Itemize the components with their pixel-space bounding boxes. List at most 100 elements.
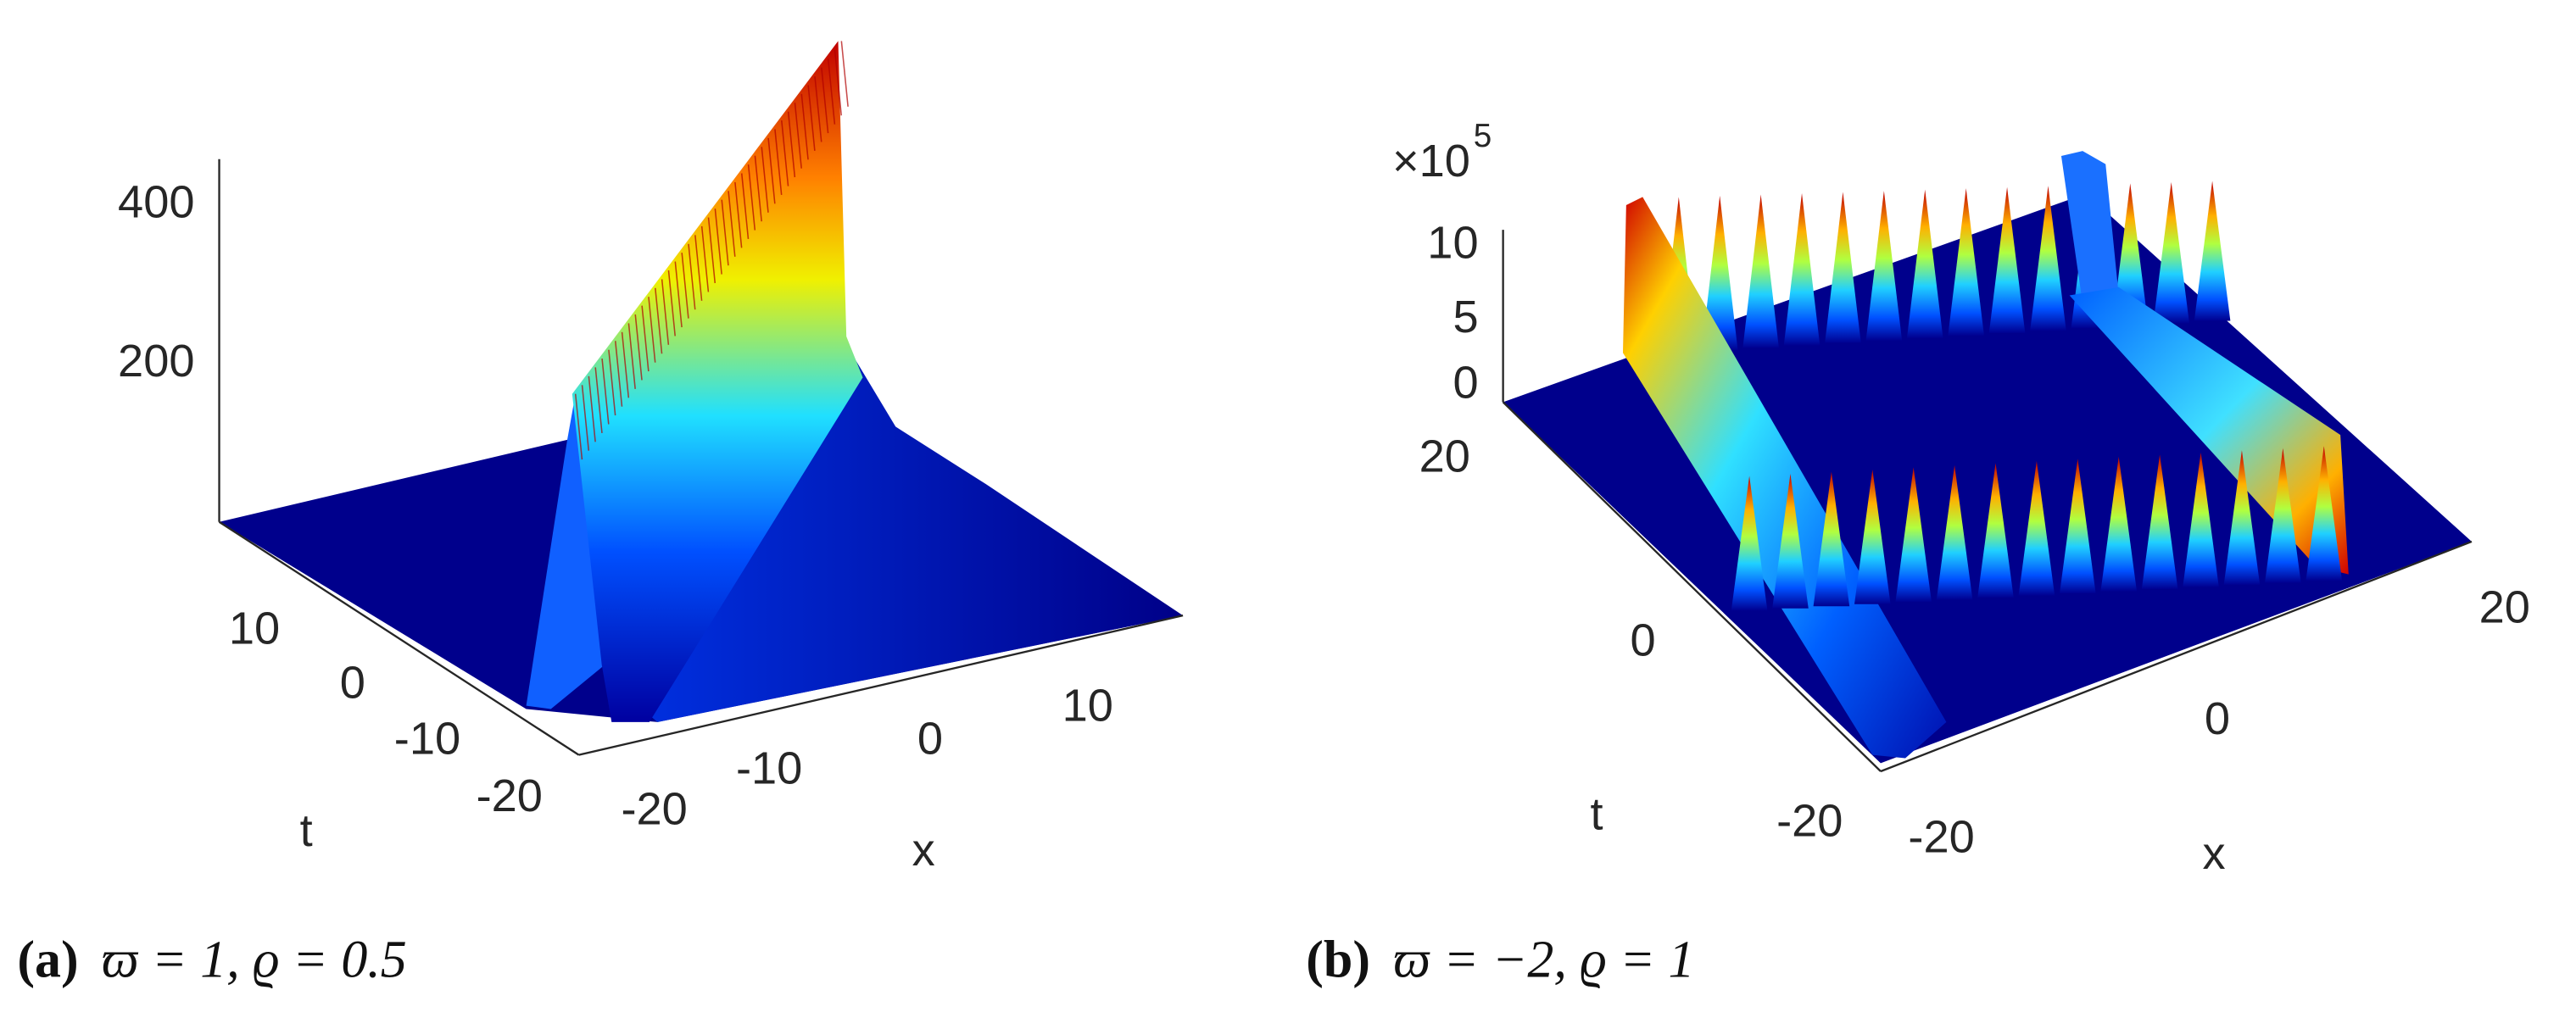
fringe-line	[827, 58, 836, 125]
fringe-line	[754, 155, 762, 222]
t-tick-label: 10	[229, 603, 280, 654]
t-axis-label: t	[300, 805, 313, 856]
fringe-line	[648, 297, 656, 363]
x-axis	[1880, 540, 2473, 773]
x-tick-label: -20	[1908, 812, 1974, 863]
peak	[1948, 188, 1984, 336]
fringe-line	[655, 287, 663, 354]
fringe-line	[747, 164, 756, 231]
t-axis	[1502, 401, 1882, 772]
fringe-line	[728, 191, 736, 257]
peak	[2183, 452, 2219, 587]
fringe-line	[794, 103, 802, 169]
fringe-line	[601, 358, 610, 425]
fringe-line	[807, 85, 816, 151]
fringe-line	[814, 75, 822, 142]
x-tick-label: 20	[2479, 582, 2530, 633]
surface-ridge	[1622, 197, 1947, 759]
fringe-line	[574, 393, 583, 460]
fringe-line	[674, 261, 683, 328]
fringe-line	[821, 67, 829, 134]
peak	[1854, 469, 1891, 604]
peak	[2223, 450, 2261, 586]
x-axis	[578, 614, 1184, 756]
t-axis	[218, 520, 580, 756]
surface-shadow	[526, 393, 605, 709]
x-axis-label: x	[2202, 828, 2225, 879]
fringe-line	[614, 341, 623, 407]
caption-label: (a)	[17, 932, 78, 989]
fringe-line	[594, 367, 603, 433]
fringe-line	[621, 331, 630, 398]
fringe-line	[740, 173, 750, 240]
fringe-line	[800, 93, 809, 160]
fringe-line	[588, 375, 596, 442]
x-tick-label: -10	[736, 743, 802, 793]
peak	[2060, 459, 2096, 594]
t-tick-label: 0	[1631, 615, 1656, 665]
fringe-line	[581, 385, 590, 451]
fringe-line	[688, 243, 696, 310]
fringe-line	[641, 305, 650, 372]
x-tick-label: 0	[917, 713, 943, 764]
caption: (a) ϖ = 1, ϱ = 0.5	[17, 932, 406, 989]
panel-b: ×10 5 10 5 0 20 0 -20 t -20 0 20 x (b) ϖ…	[1306, 118, 2530, 989]
peak	[2153, 181, 2189, 324]
peak	[2018, 460, 2055, 596]
fringe-line	[608, 349, 616, 416]
t-tick-label: -20	[477, 770, 543, 821]
fringe-line	[634, 314, 643, 381]
peak	[1825, 192, 1861, 343]
peak	[2100, 456, 2138, 592]
x-tick-label: -20	[621, 784, 687, 835]
fringe-line	[700, 225, 710, 292]
peak	[1742, 194, 1779, 348]
fringe-line	[840, 41, 849, 107]
caption-label: (b)	[1306, 932, 1370, 989]
z-exponent: 5	[1474, 118, 1492, 154]
peak	[1988, 186, 2026, 334]
peak	[1936, 464, 1973, 600]
panel-a: 400 200 10 0 -10 -20 t -20 -10 0 10 x (a…	[17, 41, 1184, 989]
fringe-line	[781, 120, 789, 186]
peak	[2265, 448, 2301, 583]
peak	[1977, 463, 2014, 598]
t-tick-label: 0	[340, 658, 365, 709]
t-tick-label: 20	[1419, 431, 1470, 481]
peak	[1772, 473, 1809, 609]
surface-ridge	[572, 41, 863, 722]
fringe-line	[761, 147, 769, 213]
front-peaks	[1731, 446, 2343, 611]
peak	[1783, 192, 1820, 346]
fringe-line	[767, 137, 776, 204]
peak	[1865, 191, 1903, 341]
z-tick-label: 0	[1452, 357, 1478, 408]
fringe-line	[774, 129, 783, 196]
peak	[1701, 195, 1738, 351]
fringe-line	[694, 235, 703, 301]
z-multiplier: ×10	[1392, 136, 1470, 186]
caption-text: ϖ = 1, ϱ = 0.5	[102, 932, 407, 989]
fringe-line	[787, 111, 796, 178]
peak	[1895, 467, 1932, 603]
fringe-line	[734, 181, 743, 248]
fringe-line	[661, 279, 670, 345]
caption: (b) ϖ = −2, ϱ = 1	[1306, 932, 1694, 989]
fringe-line	[707, 217, 716, 284]
z-tick-label: 400	[118, 176, 194, 227]
fringe-line	[667, 270, 676, 337]
x-tick-label: 10	[1062, 681, 1113, 731]
caption-text: ϖ = −2, ϱ = 1	[1393, 932, 1694, 989]
peak	[1813, 471, 1850, 607]
peak	[2306, 446, 2343, 581]
fringe-line	[834, 49, 843, 116]
t-axis-label: t	[1590, 789, 1603, 840]
z-tick-label: 10	[1427, 218, 1478, 269]
fringe-line	[714, 209, 722, 275]
x-tick-label: 0	[2205, 693, 2230, 744]
fringe-line	[721, 199, 729, 266]
t-tick-label: -20	[1776, 795, 1843, 846]
fringe-line	[681, 253, 689, 319]
peak	[1731, 476, 1768, 611]
